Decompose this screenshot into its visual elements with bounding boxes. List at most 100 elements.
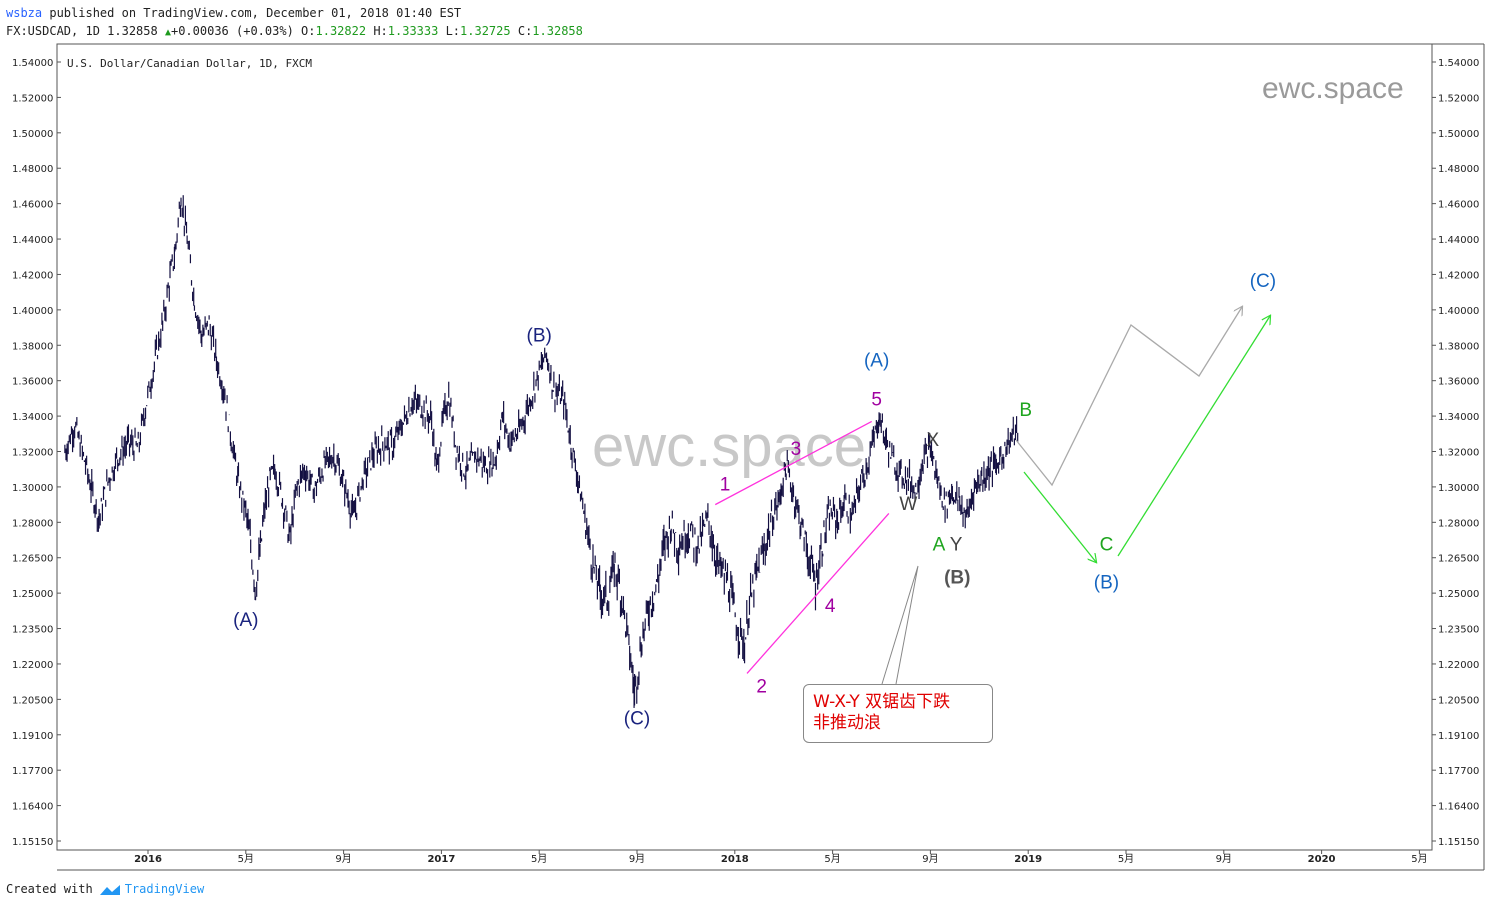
wave-overlays	[714, 307, 1270, 685]
y-axis-right: 1.54000 1.52000 1.50000 1.48000 1.46000 1.440…	[1432, 58, 1479, 848]
y-tick-label: 1.34000	[12, 412, 53, 423]
y-tick-label-right: 1.52000	[1438, 93, 1479, 104]
y-tick-label-right: 1.19100	[1438, 731, 1479, 742]
x-tick-label: 2020	[1308, 854, 1336, 865]
y-tick-label: 1.38000	[12, 341, 53, 352]
ohlc-line: FX:USDCAD, 1D 1.32858 ▲+0.00036 (+0.03%)…	[6, 24, 583, 38]
wave-label: 5	[871, 389, 882, 410]
wave-label: 3	[791, 439, 802, 460]
up-arrow-icon: ▲	[164, 27, 171, 38]
x-tick-label: 9月	[922, 853, 938, 865]
projection-arrow-up-green	[1117, 316, 1270, 557]
x-tick-label: 9月	[1216, 853, 1232, 865]
y-tick-label: 1.44000	[12, 235, 53, 246]
center-watermark: ewc.space	[592, 414, 866, 479]
y-tick-label-right: 1.32000	[1438, 448, 1479, 459]
y-tick-label-right: 1.28000	[1438, 518, 1479, 529]
wave-label: C	[1100, 535, 1114, 556]
y-tick-label: 1.26500	[12, 554, 53, 565]
tradingview-logo-icon	[99, 884, 120, 895]
y-tick-label: 1.48000	[12, 164, 53, 175]
y-tick-label: 1.28000	[12, 518, 53, 529]
publish-line: wsbza published on TradingView.com, Dece…	[6, 6, 461, 20]
wave-label: 1	[720, 474, 731, 495]
published-text: published on TradingView.com, December 0…	[42, 6, 462, 20]
projection-arrow-down-green	[1023, 471, 1096, 562]
y-tick-label-right: 1.23500	[1438, 625, 1479, 636]
wave-label: (B)	[1094, 572, 1119, 593]
chart-title: U.S. Dollar/Canadian Dollar, 1D, FXCM	[67, 57, 312, 70]
created-with-text: Created with	[6, 882, 93, 896]
y-tick-label: 1.36000	[12, 377, 53, 388]
wave-label: (A)	[233, 610, 258, 631]
low-label: L:	[445, 24, 461, 38]
x-tick-label: 5月	[238, 853, 254, 865]
x-tick-label: 5月	[1411, 853, 1427, 865]
symbol-text: FX:USDCAD, 1D 1.32858	[6, 24, 158, 38]
footer: Created with TradingView	[6, 882, 204, 896]
y-tick-label-right: 1.30000	[1438, 483, 1479, 494]
wave-labels: (A) (B) (C) 1 2 3 4 5 (A) W X A Y (B) B C (B) (C)	[233, 271, 1276, 730]
annotation-box: W-X-Y 双锯齿下跌 非推动浪	[803, 684, 993, 743]
x-tick-label: 5月	[1118, 853, 1134, 865]
y-tick-label-right: 1.25000	[1438, 589, 1479, 600]
y-tick-label-right: 1.42000	[1438, 270, 1479, 281]
wave-label: (A)	[864, 351, 889, 372]
y-tick-label-right: 1.22000	[1438, 660, 1479, 671]
x-tick-label: 9月	[335, 853, 351, 865]
close-label: C:	[517, 24, 533, 38]
wave-label: (B)	[944, 568, 970, 589]
tradingview-link[interactable]: TradingView	[124, 882, 205, 896]
plot-frame	[56, 43, 1433, 851]
wave-label: (C)	[1250, 271, 1276, 292]
wave-label: X	[927, 430, 940, 451]
upper-wedge-line	[714, 420, 873, 506]
open-label: O:	[301, 24, 316, 38]
wave-label: (B)	[527, 326, 552, 347]
y-tick-label: 1.52000	[12, 93, 53, 104]
y-tick-label: 1.23500	[12, 625, 53, 636]
y-tick-label-right: 1.15150	[1438, 837, 1479, 848]
x-tick-label: 5月	[531, 853, 547, 865]
y-tick-label-right: 1.26500	[1438, 554, 1479, 565]
y-tick-label-right: 1.36000	[1438, 377, 1479, 388]
y-tick-label: 1.42000	[12, 270, 53, 281]
change-text: +0.00036 (+0.03%)	[170, 24, 294, 38]
author-link[interactable]: wsbza	[6, 6, 43, 20]
y-tick-label-right: 1.16400	[1438, 802, 1479, 813]
y-tick-label: 1.19100	[12, 731, 53, 742]
wave-label: A	[933, 535, 946, 556]
y-tick-label-right: 1.34000	[1438, 412, 1479, 423]
y-tick-label: 1.50000	[12, 129, 53, 140]
y-tick-label: 1.22000	[12, 660, 53, 671]
lower-wedge-line	[746, 513, 890, 674]
y-tick-label-right: 1.46000	[1438, 200, 1479, 211]
x-tick-label: 2018	[721, 854, 749, 865]
x-tick-label: 2016	[134, 854, 162, 865]
wave-label: 2	[756, 676, 767, 697]
wave-label: B	[1019, 400, 1032, 421]
y-tick-label: 1.40000	[12, 306, 53, 317]
y-tick-label: 1.16400	[12, 802, 53, 813]
wave-label: 4	[825, 596, 836, 617]
high-label: H:	[373, 24, 388, 38]
y-tick-label-right: 1.54000	[1438, 58, 1479, 69]
low-value: 1.32725	[460, 24, 511, 38]
annotation-pointer	[881, 565, 919, 685]
y-tick-label-right: 1.44000	[1438, 235, 1479, 246]
y-tick-label-right: 1.40000	[1438, 306, 1479, 317]
y-tick-label: 1.25000	[12, 589, 53, 600]
x-axis: 2016 5月 9月 2017 5月 9月 2018 5月 9月 2019 5月 9月 2020 5月	[134, 850, 1428, 865]
annotation-line-2: 非推动浪	[813, 713, 881, 733]
price-bars	[64, 195, 1019, 708]
open-value: 1.32822	[315, 24, 367, 38]
wave-label: W	[899, 494, 917, 515]
high-value: 1.33333	[387, 24, 439, 38]
y-tick-label: 1.17700	[12, 766, 53, 777]
x-tick-label: 9月	[629, 853, 645, 865]
x-tick-label: 5月	[824, 853, 840, 865]
y-tick-label-right: 1.17700	[1438, 766, 1479, 777]
close-value: 1.32858	[532, 24, 583, 38]
y-tick-label: 1.46000	[12, 200, 53, 211]
